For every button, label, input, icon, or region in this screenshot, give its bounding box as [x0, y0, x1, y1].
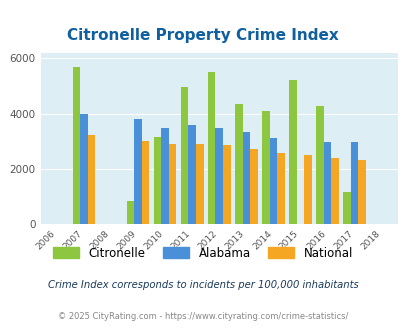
Bar: [269, 138, 277, 224]
Bar: [141, 141, 149, 224]
Bar: [126, 201, 134, 224]
Bar: [153, 137, 161, 224]
Bar: [261, 111, 269, 224]
Legend: Citronelle, Alabama, National: Citronelle, Alabama, National: [48, 242, 357, 264]
Bar: [72, 67, 80, 224]
Text: © 2025 CityRating.com - https://www.cityrating.com/crime-statistics/: © 2025 CityRating.com - https://www.city…: [58, 312, 347, 321]
Bar: [196, 144, 203, 224]
Bar: [161, 127, 168, 224]
Bar: [330, 158, 338, 224]
Bar: [315, 106, 323, 224]
Bar: [168, 144, 176, 224]
Bar: [242, 132, 249, 224]
Bar: [358, 160, 365, 224]
Bar: [342, 192, 350, 224]
Bar: [207, 72, 215, 224]
Bar: [323, 142, 330, 224]
Bar: [87, 135, 95, 224]
Bar: [249, 149, 257, 224]
Bar: [215, 127, 222, 224]
Bar: [188, 125, 196, 224]
Bar: [80, 114, 87, 224]
Bar: [180, 87, 188, 224]
Bar: [288, 80, 296, 224]
Bar: [134, 119, 141, 224]
Text: Citronelle Property Crime Index: Citronelle Property Crime Index: [67, 28, 338, 43]
Bar: [303, 155, 311, 224]
Text: Crime Index corresponds to incidents per 100,000 inhabitants: Crime Index corresponds to incidents per…: [47, 280, 358, 290]
Bar: [222, 145, 230, 224]
Bar: [350, 142, 358, 224]
Bar: [234, 104, 242, 224]
Bar: [277, 153, 284, 224]
